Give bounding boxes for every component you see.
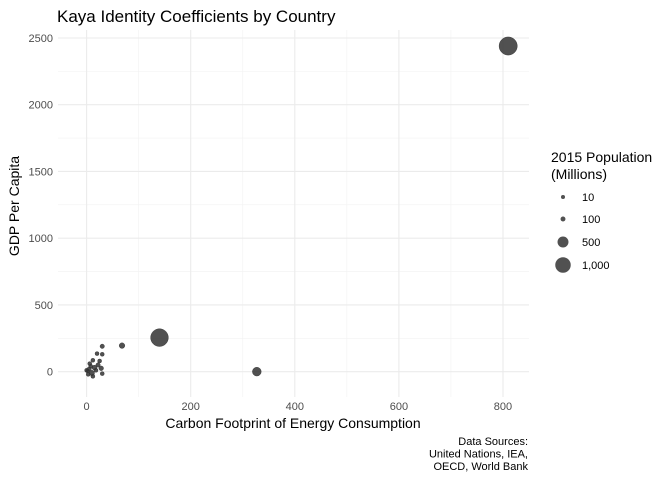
x-tick-label: 600 — [390, 401, 408, 413]
data-point — [93, 368, 99, 373]
data-point — [118, 342, 126, 349]
y-tick-label: 2000 — [29, 100, 53, 112]
data-point — [252, 367, 262, 377]
data-point — [95, 362, 101, 368]
x-tick-label: 200 — [182, 401, 200, 413]
y-tick-label: 1500 — [29, 166, 53, 178]
data-point — [98, 365, 104, 371]
data-point — [99, 371, 105, 376]
data-point — [87, 361, 92, 366]
legend-label: 100 — [582, 214, 600, 226]
y-axis-label: GDP Per Capita — [6, 156, 22, 256]
x-axis-label: Carbon Footprint of Energy Consumption — [165, 415, 420, 431]
data-point — [90, 358, 96, 363]
data-point — [85, 372, 91, 377]
y-tick-label: 0 — [47, 367, 53, 379]
legend-label: 1,000 — [582, 260, 610, 272]
data-point — [99, 343, 105, 349]
data-point — [97, 358, 102, 364]
legend-key — [560, 216, 566, 222]
legend: 2015 Population (Millions) 10 100 500 1,000 — [551, 149, 652, 273]
data-point — [94, 351, 100, 356]
x-axis-ticks: 0 200 400 600 800 — [84, 401, 513, 413]
legend-label: 10 — [582, 192, 594, 204]
x-tick-label: 400 — [286, 401, 304, 413]
legend-label: 500 — [582, 237, 600, 249]
grid-lines — [58, 30, 529, 397]
data-point — [498, 36, 518, 56]
legend-key — [555, 257, 571, 273]
legend-key — [561, 195, 565, 199]
data-point — [90, 374, 96, 379]
x-tick-label: 0 — [84, 401, 90, 413]
caption: Data Sources: United Nations, IEA, OECD, W… — [429, 436, 529, 473]
data-point — [84, 368, 89, 373]
y-axis-ticks: 0 500 1000 1500 2000 2500 — [29, 33, 53, 379]
y-tick-label: 2500 — [29, 33, 53, 45]
y-tick-label: 500 — [35, 300, 53, 312]
x-tick-label: 800 — [494, 401, 512, 413]
data-point — [150, 328, 169, 347]
legend-title: 2015 Population (Millions) — [551, 149, 652, 182]
data-point — [99, 352, 105, 357]
data-points — [84, 36, 518, 379]
legend-key — [557, 236, 569, 248]
y-tick-label: 1000 — [29, 233, 53, 245]
chart-title: Kaya Identity Coefficients by Country — [57, 7, 336, 26]
